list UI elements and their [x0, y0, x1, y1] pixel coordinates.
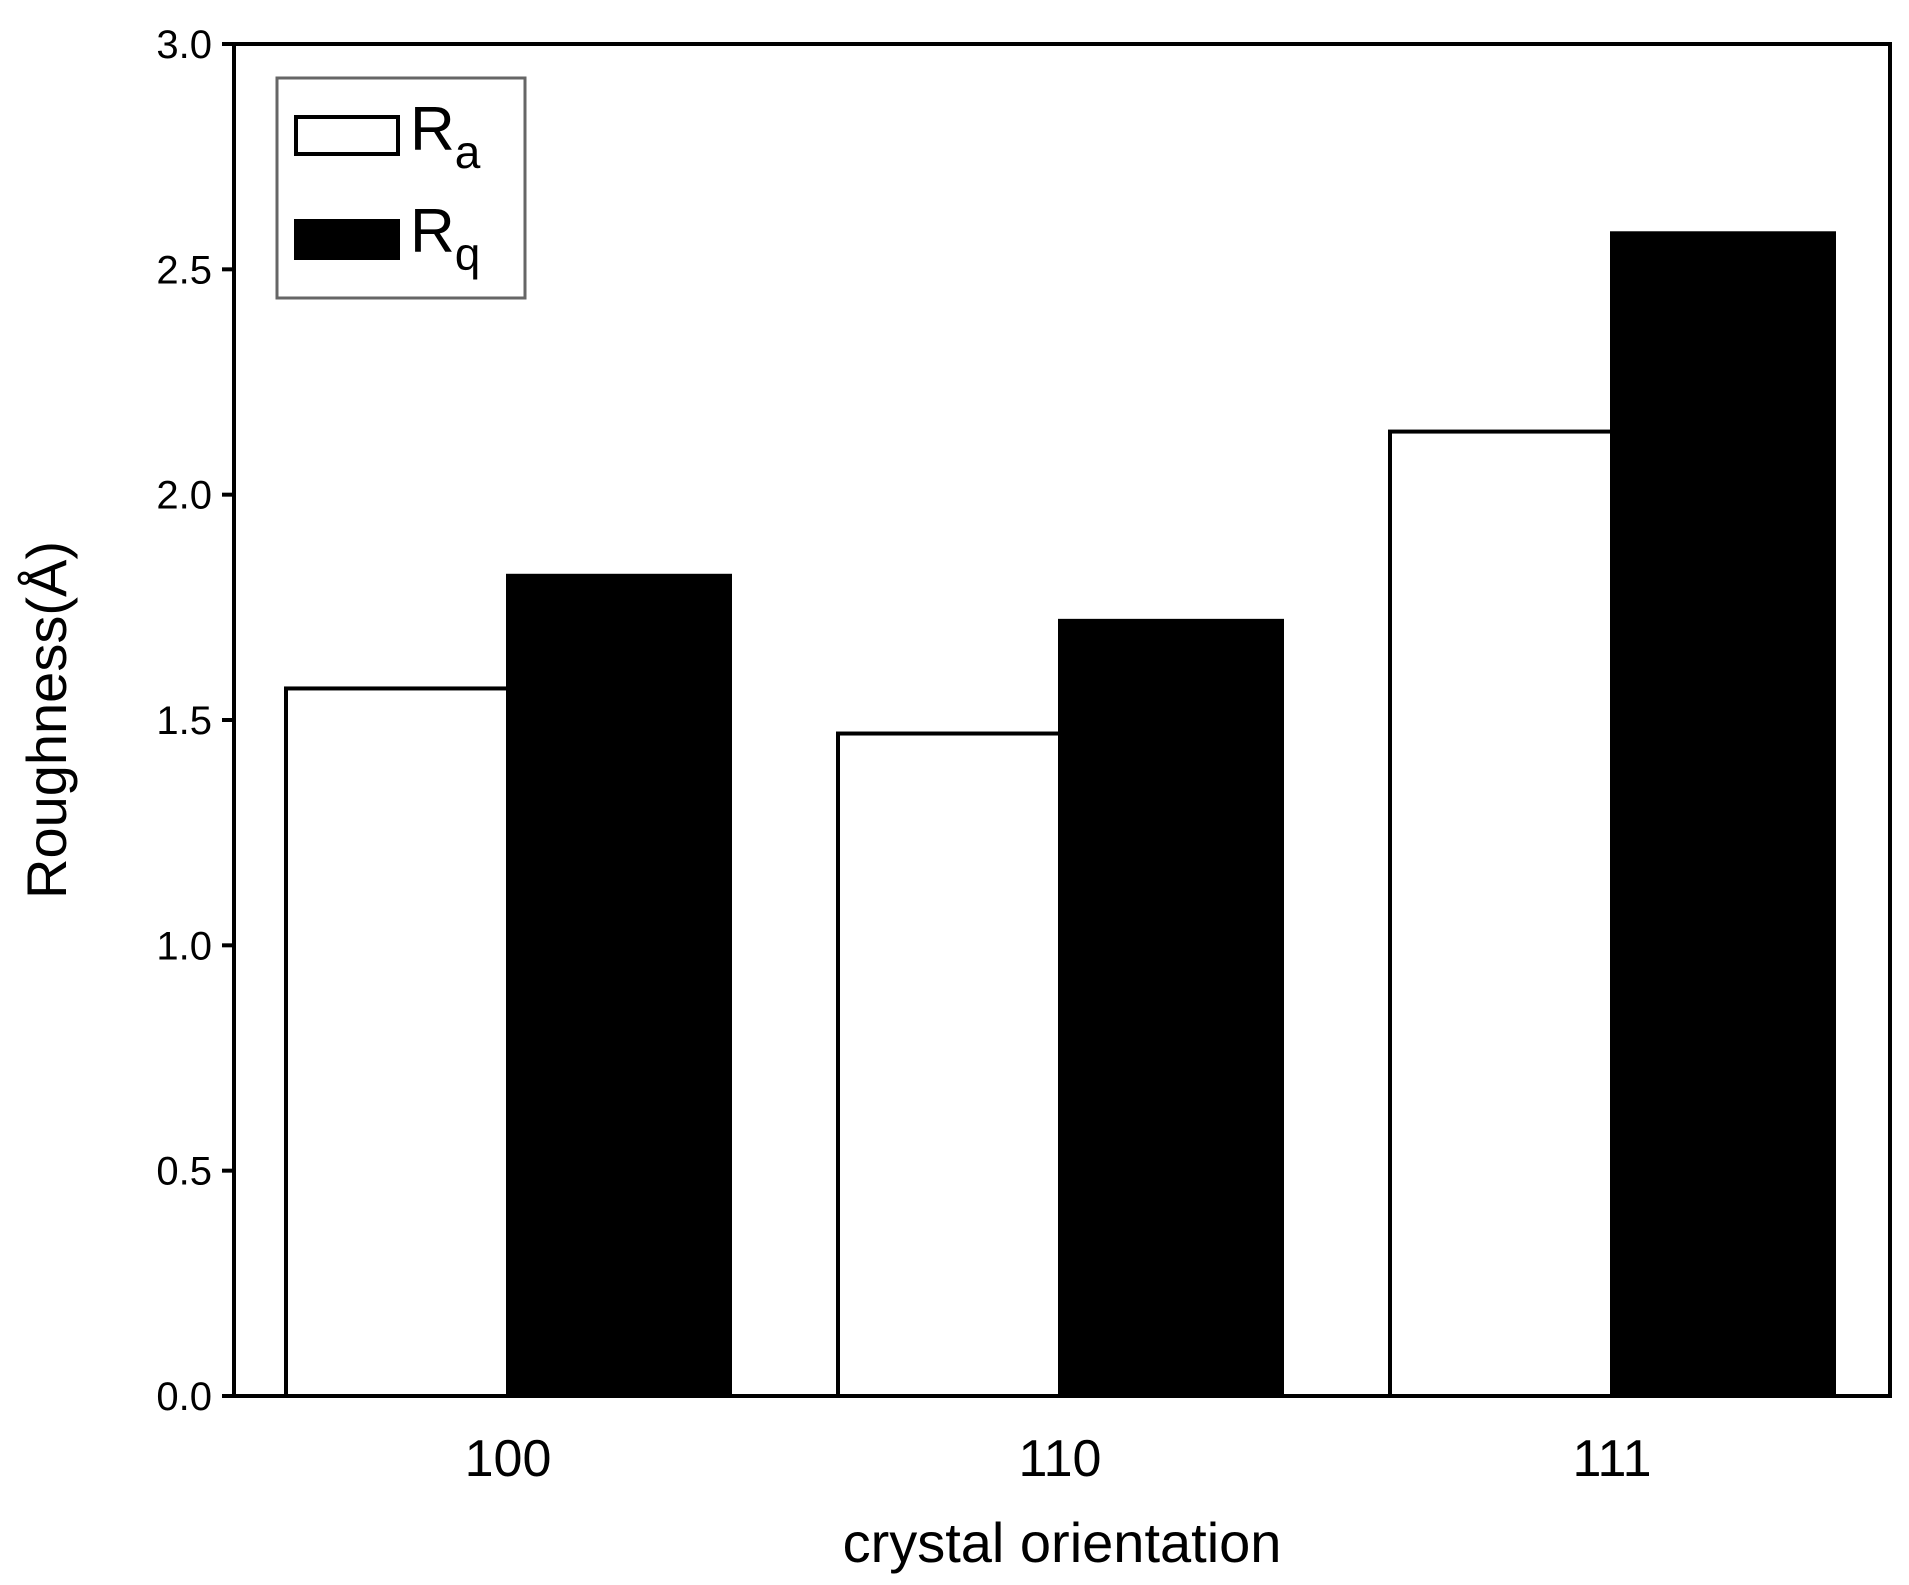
bar-ra-111 — [1388, 429, 1614, 1399]
legend-swatch-ra — [294, 115, 400, 156]
bars-group — [284, 231, 1836, 1399]
bar-ra-100 — [284, 686, 510, 1398]
x-tick-label: 111 — [1572, 1430, 1651, 1488]
x-tick-label: 110 — [1019, 1430, 1102, 1488]
y-tick-label: 1.0 — [156, 924, 212, 968]
y-axis-title: Roughness(Å) — [15, 541, 78, 899]
bar-ra-110 — [836, 731, 1062, 1398]
y-tick-label: 1.5 — [156, 699, 212, 743]
legend-label-rq: Rq — [410, 197, 480, 280]
bar-rq-110 — [1058, 618, 1284, 1398]
y-axis: 0.0 0.5 1.0 1.5 2.0 2.5 3.0 — [156, 23, 234, 1419]
y-tick-label: 2.0 — [156, 474, 212, 518]
legend-swatch-rq — [294, 219, 400, 260]
y-tick-label: 0.5 — [156, 1150, 212, 1194]
y-tick-label: 0.0 — [156, 1375, 212, 1419]
legend-box — [275, 76, 527, 300]
x-tick-label: 100 — [465, 1430, 552, 1488]
bar-rq-100 — [506, 573, 732, 1398]
y-tick-label: 2.5 — [156, 248, 212, 292]
y-tick-label: 3.0 — [156, 23, 212, 67]
legend-label-ra: Ra — [410, 95, 481, 178]
x-axis-title: crystal orientation — [843, 1511, 1282, 1574]
legend: Ra Rq — [275, 76, 527, 300]
x-axis: 100 110 111 — [465, 1430, 1652, 1488]
bar-rq-111 — [1610, 231, 1836, 1398]
